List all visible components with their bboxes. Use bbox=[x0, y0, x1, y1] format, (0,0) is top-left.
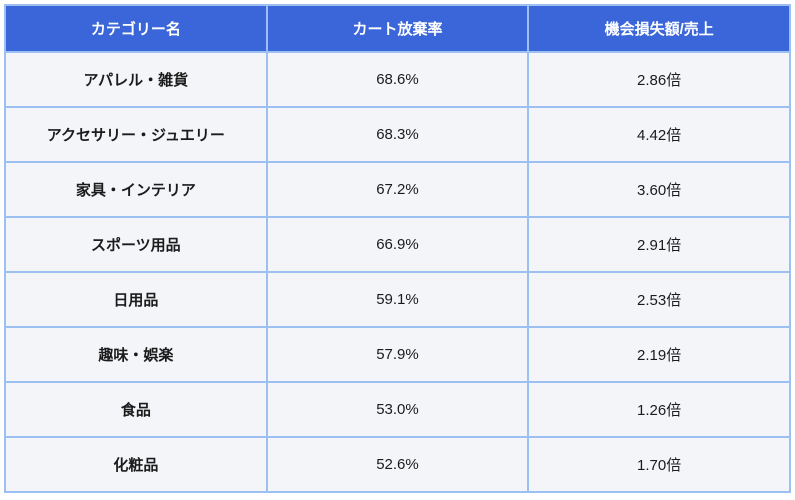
abandon-rate-cell: 68.6% bbox=[265, 51, 530, 108]
loss-ratio-cell: 2.86倍 bbox=[527, 51, 791, 108]
abandon-rate-cell: 59.1% bbox=[265, 271, 530, 328]
table-row: 家具・インテリア 67.2% 3.60倍 bbox=[4, 161, 791, 218]
abandon-rate-cell: 52.6% bbox=[265, 436, 530, 493]
abandon-rate-cell: 53.0% bbox=[265, 381, 530, 438]
header-category: カテゴリー名 bbox=[4, 4, 268, 53]
loss-ratio-cell: 2.53倍 bbox=[527, 271, 791, 328]
category-cell: 食品 bbox=[4, 381, 268, 438]
category-cell: 化粧品 bbox=[4, 436, 268, 493]
table-body: アパレル・雑貨 68.6% 2.86倍 アクセサリー・ジュエリー 68.3% 4… bbox=[4, 51, 791, 493]
header-loss-ratio: 機会損失額/売上 bbox=[527, 4, 791, 53]
loss-ratio-cell: 4.42倍 bbox=[527, 106, 791, 163]
category-cell: アクセサリー・ジュエリー bbox=[4, 106, 268, 163]
category-cell: スポーツ用品 bbox=[4, 216, 268, 273]
table-row: 趣味・娯楽 57.9% 2.19倍 bbox=[4, 326, 791, 383]
table-row: アクセサリー・ジュエリー 68.3% 4.42倍 bbox=[4, 106, 791, 163]
loss-ratio-cell: 1.26倍 bbox=[527, 381, 791, 438]
loss-ratio-cell: 2.91倍 bbox=[527, 216, 791, 273]
cart-abandonment-table: カテゴリー名 カート放棄率 機会損失額/売上 アパレル・雑貨 68.6% 2.8… bbox=[4, 4, 791, 493]
category-cell: アパレル・雑貨 bbox=[4, 51, 268, 108]
abandon-rate-cell: 66.9% bbox=[265, 216, 530, 273]
abandon-rate-cell: 57.9% bbox=[265, 326, 530, 383]
table-row: アパレル・雑貨 68.6% 2.86倍 bbox=[4, 51, 791, 108]
table-row: 日用品 59.1% 2.53倍 bbox=[4, 271, 791, 328]
category-cell: 家具・インテリア bbox=[4, 161, 268, 218]
abandon-rate-cell: 67.2% bbox=[265, 161, 530, 218]
category-cell: 趣味・娯楽 bbox=[4, 326, 268, 383]
header-row: カテゴリー名 カート放棄率 機会損失額/売上 bbox=[4, 4, 791, 53]
loss-ratio-cell: 1.70倍 bbox=[527, 436, 791, 493]
category-cell: 日用品 bbox=[4, 271, 268, 328]
table-row: 化粧品 52.6% 1.70倍 bbox=[4, 436, 791, 493]
table-row: スポーツ用品 66.9% 2.91倍 bbox=[4, 216, 791, 273]
abandon-rate-cell: 68.3% bbox=[265, 106, 530, 163]
table-row: 食品 53.0% 1.26倍 bbox=[4, 381, 791, 438]
table-header: カテゴリー名 カート放棄率 機会損失額/売上 bbox=[4, 4, 791, 53]
header-abandon-rate: カート放棄率 bbox=[265, 4, 530, 53]
loss-ratio-cell: 2.19倍 bbox=[527, 326, 791, 383]
loss-ratio-cell: 3.60倍 bbox=[527, 161, 791, 218]
